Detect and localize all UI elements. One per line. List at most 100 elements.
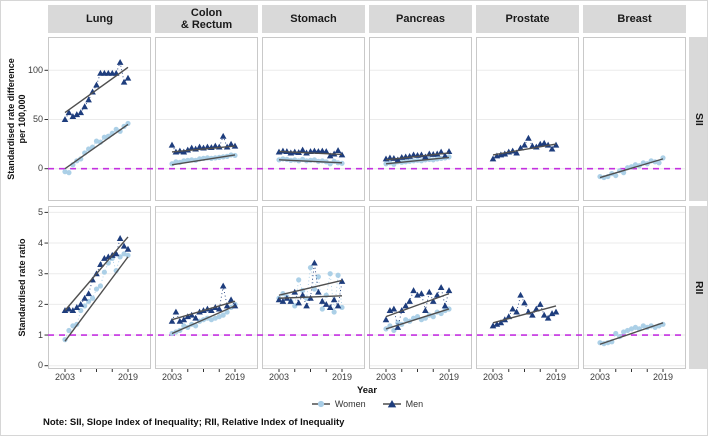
men-point — [433, 291, 441, 298]
panel-SII-1 — [155, 37, 258, 201]
women-point — [403, 317, 409, 323]
women-point — [307, 264, 314, 271]
men-point — [521, 299, 528, 306]
men-point — [65, 109, 73, 116]
men-point — [414, 291, 421, 298]
women-point — [624, 327, 631, 334]
men-point — [322, 300, 330, 307]
women-point — [656, 160, 662, 166]
facet-strip-breast: Breast — [583, 5, 686, 33]
y-tick-label: 50 — [32, 114, 43, 124]
men-point — [192, 314, 199, 321]
y-tick-label: 4 — [37, 237, 43, 248]
women-point — [621, 329, 627, 335]
women-point — [212, 315, 218, 321]
men-point — [73, 304, 81, 310]
women-point — [93, 138, 100, 144]
women-point — [82, 303, 88, 309]
panel-background — [369, 206, 472, 369]
x-tick-label: 2019 — [224, 372, 246, 382]
women-point — [173, 159, 179, 165]
panel-RII-5 — [583, 206, 686, 369]
women-point — [125, 252, 131, 258]
men-point — [223, 302, 231, 309]
men-point — [548, 310, 556, 317]
men-trend-line — [492, 305, 557, 324]
women-point — [62, 169, 68, 175]
women-point — [339, 304, 345, 311]
men-point — [77, 300, 85, 307]
women-point — [613, 172, 619, 179]
panel-RII-3 — [369, 206, 472, 369]
women-trend-line — [599, 322, 664, 345]
x-tick-label: 2003 — [482, 372, 504, 382]
women-trend-line — [64, 123, 129, 170]
men-point — [73, 111, 81, 118]
men-point — [299, 146, 306, 153]
men-point — [168, 141, 176, 148]
men-point — [540, 311, 548, 318]
women-point — [224, 309, 230, 315]
men-point — [386, 307, 394, 314]
men-point — [418, 290, 425, 297]
women-point — [220, 312, 226, 318]
men-point — [219, 282, 227, 289]
men-point — [394, 323, 402, 330]
x-tick-label: 2003 — [375, 372, 397, 382]
men-point — [394, 156, 402, 163]
women-point — [70, 323, 76, 329]
legend-label-men: Men — [405, 399, 424, 409]
x-axis-title: Year — [356, 385, 378, 396]
women-legend-key-icon — [311, 400, 330, 408]
women-point — [331, 309, 337, 315]
facet-strip-colon: Colon & Rectum — [155, 5, 258, 33]
men-point — [426, 288, 433, 295]
men-point — [529, 311, 536, 318]
women-point — [97, 283, 104, 289]
men-point — [77, 109, 85, 116]
facet-strip-pancreas: Pancreas — [369, 5, 472, 33]
facet-strip-rii: RII — [689, 206, 707, 369]
x-tick-label: 2019 — [438, 372, 460, 382]
women-point — [296, 277, 302, 283]
women-point — [335, 272, 341, 278]
men-point — [390, 305, 398, 312]
men-point — [322, 148, 330, 154]
men-dotted-line — [278, 262, 343, 309]
women-trend-line — [385, 308, 450, 330]
men-point — [536, 300, 544, 307]
men-point — [489, 155, 497, 162]
men-point — [231, 142, 239, 149]
men-trend-line — [64, 66, 129, 114]
men-point — [299, 291, 306, 298]
facet-strip-prostate: Prostate — [476, 5, 579, 33]
women-point — [117, 128, 123, 134]
women-point — [216, 314, 222, 320]
men-point — [303, 302, 310, 309]
y-tick-label: 5 — [37, 206, 43, 217]
men-point — [208, 307, 215, 314]
facet-strip-sii: SII — [689, 37, 707, 201]
panel-RII-1 — [155, 206, 258, 369]
men-point — [69, 307, 77, 314]
men-point — [215, 305, 223, 312]
men-point — [81, 294, 88, 301]
women-point — [66, 170, 72, 176]
women-point — [121, 251, 127, 257]
panel-background — [476, 206, 579, 369]
men-point — [97, 261, 104, 268]
women-point — [660, 321, 666, 327]
men-point — [315, 288, 322, 295]
women-point — [327, 271, 333, 277]
x-tick-label: 2019 — [117, 372, 139, 382]
men-point — [406, 297, 413, 304]
men-point — [176, 317, 184, 324]
men-point — [219, 132, 227, 139]
men-point — [307, 294, 314, 301]
legend: Women Men — [48, 398, 686, 410]
men-point — [89, 88, 96, 95]
women-point — [430, 314, 436, 320]
x-tick-label: 2003 — [268, 372, 290, 382]
